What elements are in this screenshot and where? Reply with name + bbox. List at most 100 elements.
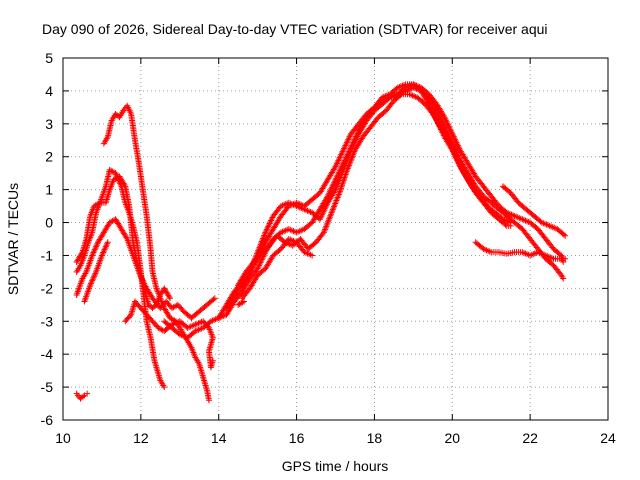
- data-point: [241, 298, 248, 305]
- data-marker: [93, 243, 100, 250]
- data-marker: [450, 133, 457, 140]
- data-marker: [333, 162, 340, 169]
- data-marker: [444, 120, 451, 127]
- data-marker: [452, 138, 459, 145]
- data-point: [309, 252, 316, 259]
- data-marker: [329, 182, 336, 189]
- data-marker: [454, 142, 461, 149]
- data-marker: [239, 299, 246, 306]
- data-marker: [263, 226, 270, 233]
- data-point: [89, 252, 96, 259]
- data-marker: [80, 393, 87, 400]
- data-marker: [453, 155, 460, 162]
- data-marker: [89, 277, 96, 284]
- data-marker: [91, 273, 98, 280]
- data-point: [316, 216, 323, 223]
- y-tick-label: 1: [45, 182, 53, 198]
- data-marker: [89, 276, 96, 283]
- data-point: [104, 239, 111, 246]
- data-marker: [263, 227, 270, 234]
- data-marker: [89, 250, 96, 257]
- x-tick-label: 24: [600, 430, 616, 446]
- data-marker: [335, 157, 342, 164]
- data-marker: [91, 246, 98, 253]
- y-tick-label: 4: [45, 83, 53, 99]
- data-marker: [139, 276, 146, 283]
- data-marker: [334, 159, 341, 166]
- data-point: [211, 295, 218, 302]
- x-tick-label: 18: [367, 430, 383, 446]
- data-marker: [258, 258, 265, 265]
- data-marker: [327, 187, 334, 194]
- y-tick-label: -5: [41, 379, 54, 395]
- data-point: [562, 255, 569, 262]
- y-tick-label: -2: [41, 280, 54, 296]
- data-marker: [321, 207, 328, 214]
- data-marker: [445, 123, 452, 130]
- data-marker: [140, 279, 147, 286]
- data-marker: [443, 118, 450, 125]
- data-marker: [346, 133, 353, 140]
- data-marker: [102, 245, 109, 252]
- data-marker: [456, 161, 463, 168]
- data-marker: [137, 271, 144, 278]
- data-marker: [267, 218, 274, 225]
- data-marker: [452, 136, 459, 143]
- data-marker: [450, 147, 457, 154]
- data-marker: [166, 293, 173, 300]
- data-marker: [137, 273, 144, 280]
- x-axis-label: GPS time / hours: [282, 458, 389, 474]
- data-point: [441, 114, 448, 121]
- data-marker: [256, 262, 263, 269]
- y-tick-label: 2: [45, 149, 53, 165]
- data-point: [445, 137, 452, 144]
- series-arc-j: [223, 81, 514, 312]
- data-marker: [90, 274, 97, 281]
- data-marker: [343, 139, 350, 146]
- data-marker: [320, 208, 327, 215]
- data-marker: [333, 160, 340, 167]
- data-marker: [454, 141, 461, 148]
- y-tick-label: -1: [41, 247, 54, 263]
- data-marker: [268, 217, 275, 224]
- data-marker: [121, 181, 128, 188]
- data-marker: [502, 221, 509, 228]
- data-marker: [446, 140, 453, 147]
- data-marker: [103, 242, 110, 249]
- data-marker: [104, 240, 111, 247]
- data-point: [209, 357, 216, 364]
- series-arc-a: [73, 390, 91, 402]
- series-arc-i: [215, 81, 567, 321]
- data-marker: [322, 204, 329, 211]
- series-arc-f: [100, 102, 212, 404]
- data-marker: [458, 164, 465, 171]
- x-tick-label: 16: [289, 430, 305, 446]
- data-point: [562, 232, 569, 239]
- data-marker: [323, 202, 330, 209]
- data-marker: [90, 249, 97, 256]
- data-marker: [259, 255, 266, 262]
- data-marker: [442, 117, 449, 124]
- data-marker: [136, 270, 143, 277]
- data-marker: [458, 165, 465, 172]
- data-marker: [456, 159, 463, 166]
- y-tick-label: -3: [41, 313, 54, 329]
- data-marker: [328, 185, 335, 192]
- data-marker: [455, 144, 462, 151]
- data-marker: [447, 141, 454, 148]
- x-tick-label: 12: [133, 430, 149, 446]
- data-marker: [448, 143, 455, 150]
- data-marker: [266, 220, 273, 227]
- data-marker: [452, 152, 459, 159]
- data-marker: [451, 150, 458, 157]
- data-marker: [449, 146, 456, 153]
- data-marks: [73, 81, 569, 404]
- data-point: [87, 282, 94, 289]
- data-marker: [87, 280, 94, 287]
- plot-frame: [62, 57, 609, 421]
- data-marker: [256, 261, 263, 268]
- data-point: [332, 163, 339, 170]
- y-tick-labels: 5 4 3 2 1 0 -1 -2 -3 -4 -5 -6: [41, 50, 54, 428]
- data-marker: [447, 127, 454, 134]
